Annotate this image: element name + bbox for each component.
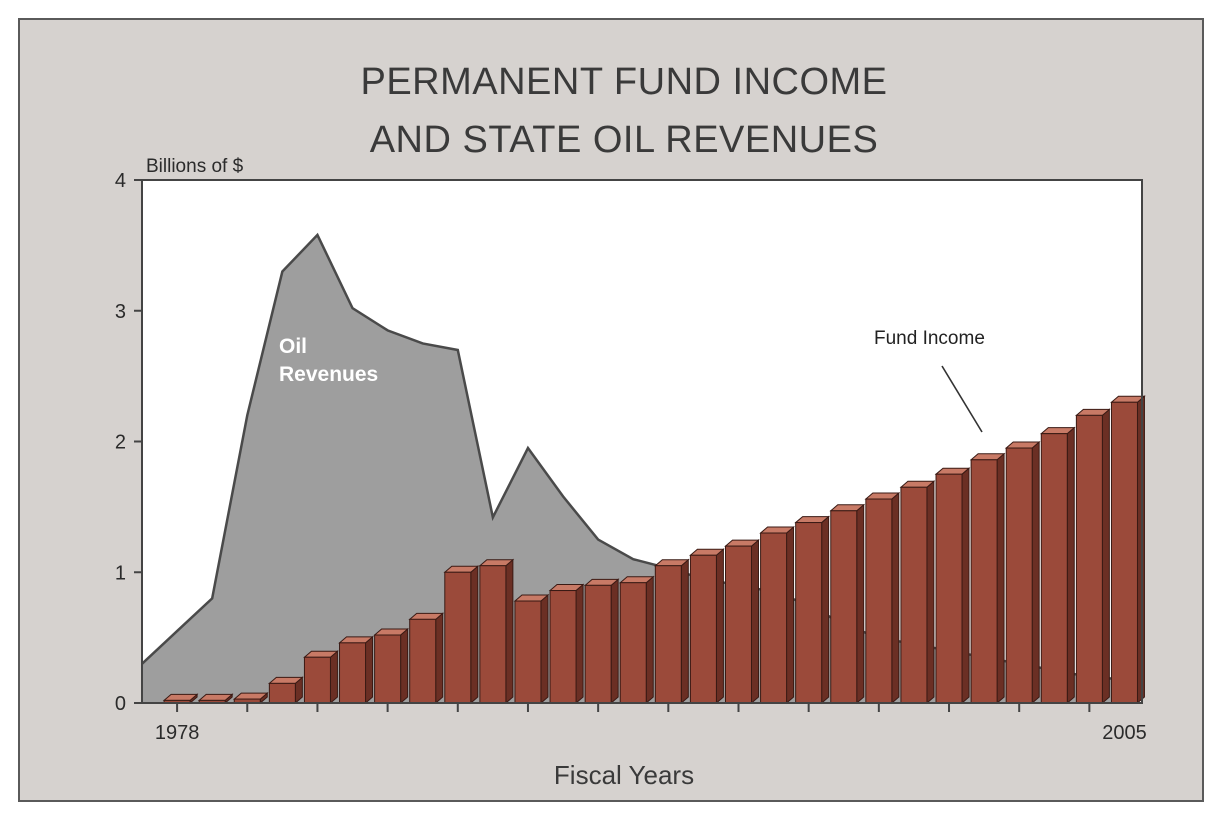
bar-front: [374, 634, 402, 704]
y-tick-label: 1: [115, 562, 126, 584]
bar-1998: [864, 491, 901, 705]
chart-title-line-2: AND STATE OIL REVENUES: [370, 119, 879, 161]
bar-1997: [829, 503, 866, 705]
bar-front: [760, 532, 788, 704]
bar-side: [470, 565, 479, 705]
bar-side: [1031, 440, 1040, 705]
bar-1994: [724, 539, 760, 705]
bar-1993: [689, 548, 725, 705]
y-tick-label: 4: [115, 170, 126, 192]
oil-revenues-area: [142, 234, 1125, 704]
bar-side: [645, 575, 654, 705]
bar-side: [400, 627, 409, 705]
bar-side: [610, 578, 619, 705]
bar-front: [549, 590, 577, 704]
bar-1995: [759, 525, 795, 705]
bar-2001: [969, 452, 1006, 705]
y-tick-label: 3: [115, 301, 126, 323]
bar-side: [505, 558, 514, 705]
bar-front: [584, 584, 612, 704]
bar-2003: [1039, 426, 1076, 705]
bar-1979: [197, 693, 234, 705]
chart-labels: Billions of $ Fiscal Years Oil Revenues Fund…: [146, 156, 985, 790]
bar-side: [891, 491, 900, 705]
bar-front: [654, 565, 682, 704]
bar-front: [935, 473, 963, 704]
bar-1982: [303, 650, 339, 705]
bar-side: [996, 452, 1005, 705]
x-tick-label: 2005: [1102, 722, 1147, 744]
bar-front: [795, 522, 823, 704]
oil-revenues-annotation: Oil: [279, 335, 307, 358]
bar-1989: [548, 583, 585, 705]
bar-front: [689, 554, 717, 704]
chart-title-line-1: PERMANENT FUND INCOME: [360, 61, 887, 103]
bar-side: [1066, 426, 1075, 705]
bar-side: [435, 612, 444, 705]
bar-front: [865, 498, 893, 704]
bar-side: [680, 558, 689, 705]
bar-1990: [583, 578, 620, 705]
bar-2002: [1004, 440, 1041, 705]
bar-side: [540, 593, 549, 705]
bar-1984: [373, 627, 409, 705]
chart-canvas: PERMANENT FUND INCOME AND STATE OIL REVE…: [115, 61, 1147, 790]
bar-1991: [618, 575, 655, 705]
bar-2005: [1110, 395, 1146, 705]
bar-front: [339, 642, 367, 704]
fund-income-annotation: Fund Income: [874, 328, 985, 349]
bar-side: [856, 503, 865, 705]
oil-revenues-annotation: Revenues: [279, 363, 378, 386]
x-tick-label: 1978: [155, 722, 200, 744]
bar-side: [821, 515, 830, 705]
bar-1996: [794, 515, 831, 705]
bar-front: [444, 571, 472, 704]
bar-2004: [1075, 408, 1111, 705]
bar-front: [900, 486, 928, 704]
chart-figure: PERMANENT FUND INCOME AND STATE OIL REVE…: [18, 18, 1204, 802]
y-axis-title: Billions of $: [146, 156, 244, 177]
bar-1988: [513, 593, 550, 705]
bar-side: [1101, 408, 1110, 705]
x-axis-title: Fiscal Years: [554, 760, 694, 790]
bar-1986: [443, 565, 480, 705]
bar-front: [1040, 433, 1068, 704]
bar-side: [961, 467, 970, 705]
bar-side: [715, 548, 724, 705]
bar-1981: [267, 676, 304, 705]
bar-side: [926, 480, 935, 705]
bar-side: [329, 650, 338, 705]
bar-front: [830, 510, 858, 704]
bar-side: [1136, 395, 1145, 705]
bar-front: [1005, 447, 1033, 704]
axes: 0 1 2 3 4 1978 2005: [115, 170, 1147, 744]
bar-1987: [478, 558, 515, 705]
bar-1983: [338, 635, 374, 705]
bar-side: [750, 539, 759, 705]
bar-1992: [653, 558, 690, 705]
bar-1980: [232, 691, 269, 705]
bar-side: [365, 635, 374, 705]
y-tick-label: 2: [115, 432, 126, 454]
bar-1978: [162, 693, 199, 705]
bar-front: [724, 545, 752, 704]
bar-1999: [899, 480, 936, 705]
fund-income-leader-line: [941, 365, 983, 433]
bar-front: [268, 682, 296, 704]
bar-front: [303, 656, 331, 704]
bar-side: [575, 583, 584, 705]
bar-front: [970, 459, 998, 704]
bar-front: [514, 600, 542, 704]
bar-side: [786, 525, 795, 705]
bar-front: [479, 565, 507, 704]
bar-front: [1110, 401, 1138, 704]
bar-front: [1075, 414, 1103, 704]
bar-1985: [408, 612, 445, 705]
bar-front: [409, 618, 437, 704]
bar-2000: [934, 467, 971, 705]
y-tick-label: 0: [115, 693, 126, 715]
bar-front: [619, 582, 647, 704]
fund-income-bars: [162, 395, 1146, 705]
